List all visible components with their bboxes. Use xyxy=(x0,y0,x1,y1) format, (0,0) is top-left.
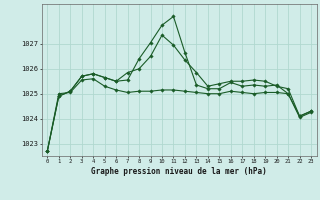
X-axis label: Graphe pression niveau de la mer (hPa): Graphe pression niveau de la mer (hPa) xyxy=(91,167,267,176)
